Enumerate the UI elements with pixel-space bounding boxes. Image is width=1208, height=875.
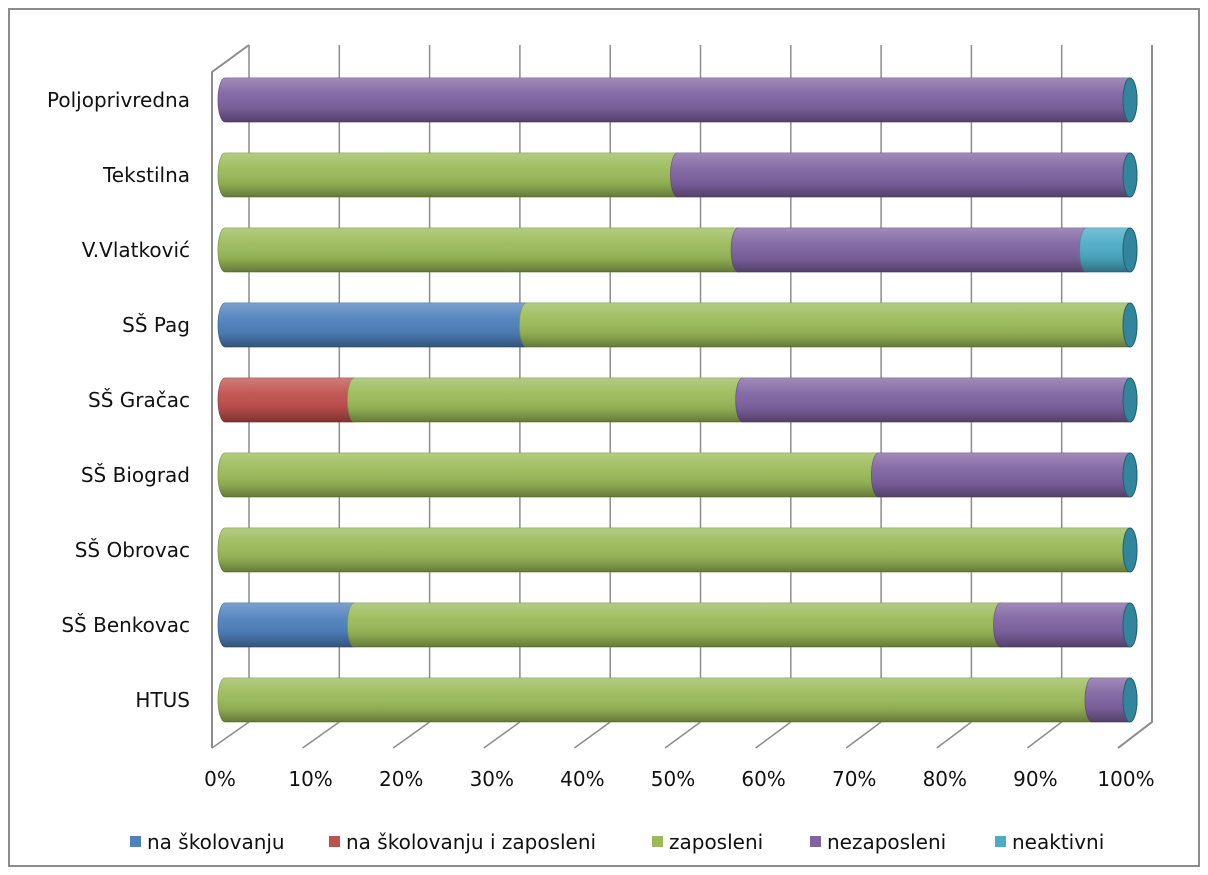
bar-group bbox=[217, 77, 1138, 123]
bar-segment-shading bbox=[1079, 228, 1137, 272]
category-label: Poljoprivredna bbox=[47, 88, 190, 112]
bar-segment-shading bbox=[670, 153, 1137, 197]
bar-group bbox=[217, 152, 1138, 198]
bar-segment-shading bbox=[218, 528, 1137, 572]
legend-swatch bbox=[329, 836, 340, 847]
legend-label: nezaposleni bbox=[827, 830, 946, 854]
legend-label: zaposleni bbox=[669, 830, 763, 854]
x-tick-label: 80% bbox=[923, 767, 967, 791]
bar-end-cap bbox=[1122, 227, 1138, 273]
bar-end-cap bbox=[1122, 77, 1138, 123]
legend-swatch bbox=[652, 836, 663, 847]
category-label: Tekstilna bbox=[102, 163, 190, 187]
category-label: V.Vlatković bbox=[82, 238, 190, 262]
category-label: SŠ Benkovac bbox=[61, 613, 190, 637]
floor-line-6 bbox=[755, 721, 792, 749]
x-tick-label: 40% bbox=[560, 767, 604, 791]
legend-swatch bbox=[995, 836, 1006, 847]
bar-segment-shading bbox=[218, 603, 362, 647]
floor-line-9 bbox=[1026, 721, 1063, 749]
category-label: SŠ Obrovac bbox=[75, 538, 190, 562]
bar-segment-shading bbox=[218, 678, 1099, 722]
floor-line-1 bbox=[302, 721, 340, 749]
bar-segment-shading bbox=[993, 603, 1137, 647]
x-tick-label: 50% bbox=[651, 767, 695, 791]
bar-group bbox=[217, 527, 1138, 573]
label-layer: 0% 10% 20% 30% 40% 50% 60% 70% 80% 90% 100% Poljopr… bbox=[47, 88, 1155, 791]
floor-line-10 bbox=[1117, 721, 1153, 749]
bar-end-cap bbox=[1122, 152, 1138, 198]
bar-group bbox=[217, 377, 1138, 423]
floor-line-0 bbox=[211, 721, 250, 749]
bar-group bbox=[217, 677, 1138, 723]
floor-line-4 bbox=[573, 721, 611, 749]
floor-line-2 bbox=[392, 721, 431, 749]
x-tick-label: 60% bbox=[741, 767, 785, 791]
bar-end-cap bbox=[1122, 377, 1138, 423]
x-tick-label: 30% bbox=[470, 767, 514, 791]
legend: na školovanju na školovanju i zaposleni za… bbox=[130, 830, 1104, 854]
floor-line-5 bbox=[664, 721, 701, 749]
x-tick-label: 0% bbox=[204, 767, 236, 791]
bar-segment-shading bbox=[519, 303, 1137, 347]
bar-group bbox=[217, 227, 1138, 273]
x-tick-label: 70% bbox=[832, 767, 876, 791]
bar-end-cap bbox=[1122, 527, 1138, 573]
x-tick-label: 90% bbox=[1013, 767, 1057, 791]
chart-frame bbox=[8, 8, 1200, 867]
bar-segment-shading bbox=[218, 453, 886, 497]
bar-segment-shading bbox=[347, 603, 1008, 647]
category-label: SŠ Pag bbox=[122, 313, 190, 337]
bar-end-cap bbox=[1122, 677, 1138, 723]
floor-line-3 bbox=[483, 721, 521, 749]
bar-group bbox=[217, 302, 1138, 348]
bar-end-cap bbox=[1122, 302, 1138, 348]
legend-swatch bbox=[130, 836, 141, 847]
bar-segment-shading bbox=[218, 378, 362, 422]
bar-segment-shading bbox=[218, 78, 1137, 122]
floor-line-8 bbox=[936, 721, 972, 749]
bar-group bbox=[217, 602, 1138, 648]
x-tick-label: 100% bbox=[1097, 767, 1154, 791]
bar-segment-shading bbox=[735, 378, 1137, 422]
x-tick-label: 20% bbox=[379, 767, 423, 791]
floor-line-7 bbox=[845, 721, 882, 749]
bar-group bbox=[217, 452, 1138, 498]
bar-segment-shading bbox=[218, 153, 685, 197]
category-label: SŠ Biograd bbox=[81, 463, 190, 487]
legend-label: na školovanju bbox=[147, 830, 285, 854]
legend-label: na školovanju i zaposleni bbox=[346, 830, 596, 854]
category-label: SŠ Gračac bbox=[88, 388, 190, 412]
category-label: HTUS bbox=[135, 688, 190, 712]
bar-end-cap bbox=[1122, 602, 1138, 648]
bar-segment-shading bbox=[218, 303, 534, 347]
bar-end-cap bbox=[1122, 452, 1138, 498]
left-wall-line bbox=[211, 44, 250, 748]
bar-segment-shading bbox=[871, 453, 1137, 498]
bar-segment-shading bbox=[347, 378, 750, 422]
x-tick-label: 10% bbox=[288, 767, 332, 791]
legend-swatch bbox=[810, 836, 821, 847]
legend-label: neaktivni bbox=[1012, 830, 1104, 854]
bar-layer bbox=[217, 77, 1138, 723]
bar-segment-shading bbox=[218, 228, 746, 272]
bar-segment-shading bbox=[731, 228, 1094, 272]
